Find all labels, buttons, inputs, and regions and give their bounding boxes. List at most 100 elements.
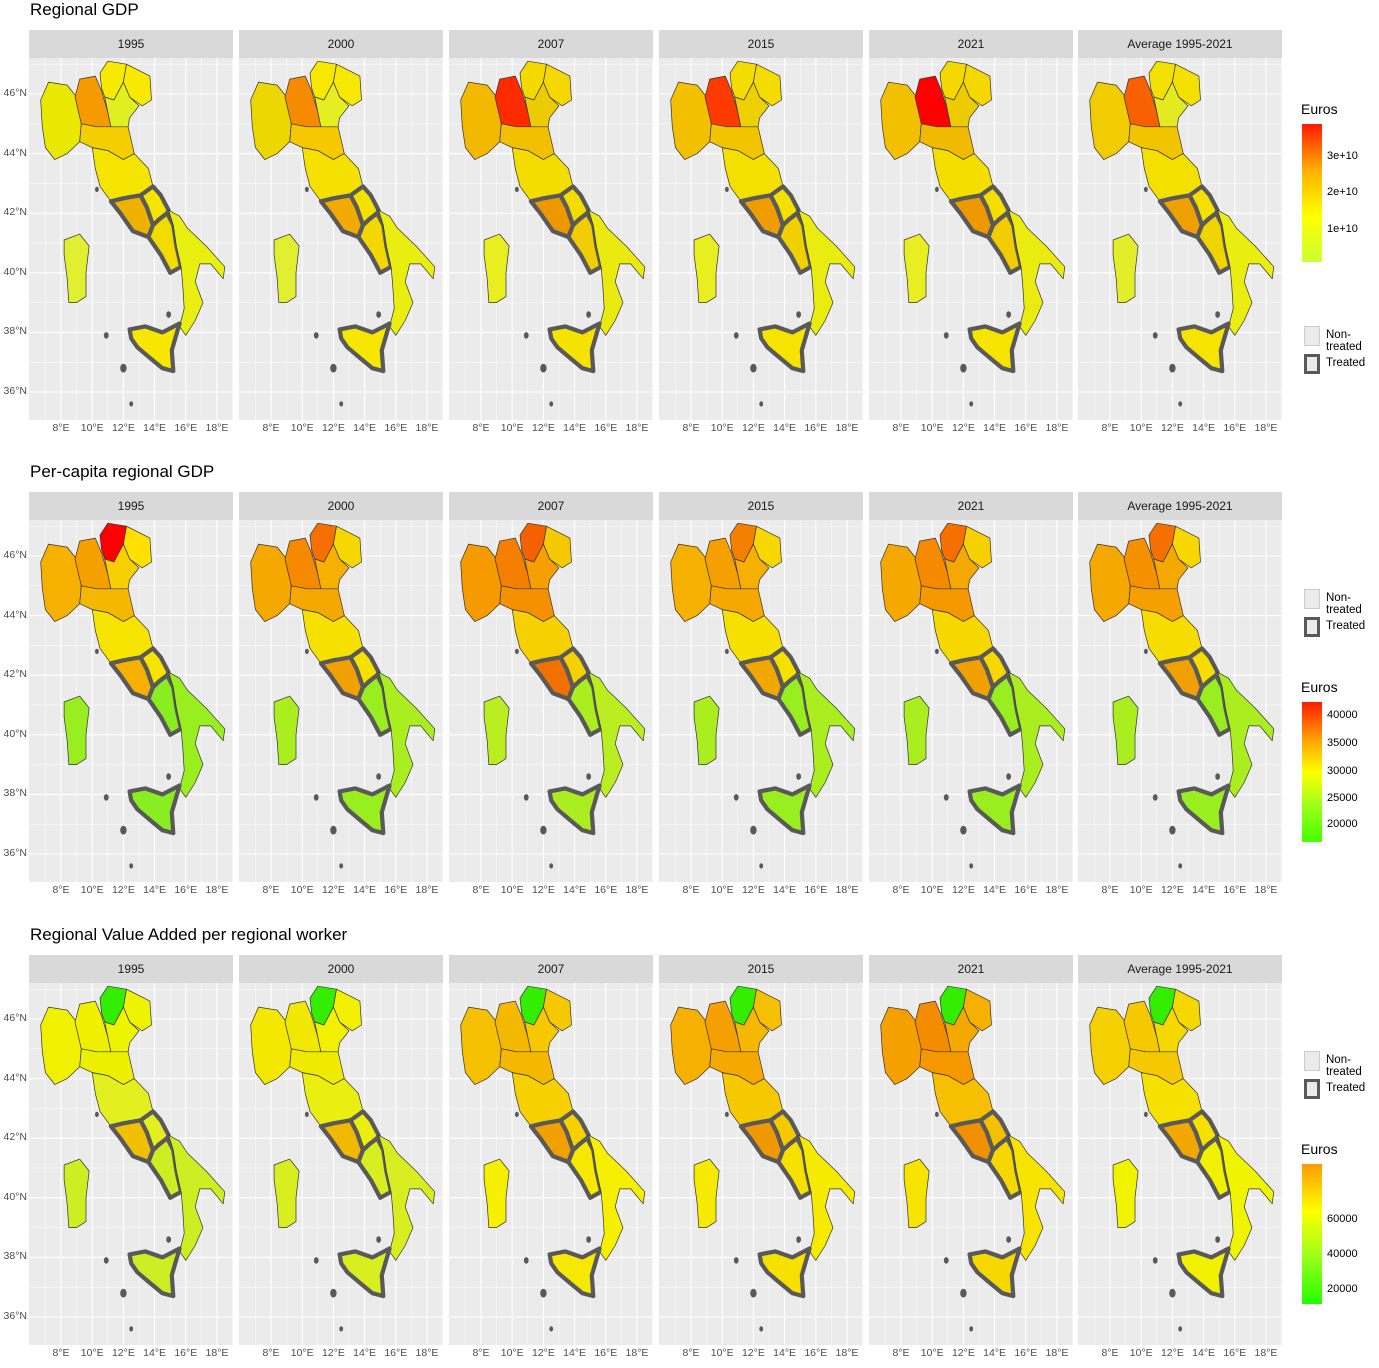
region-south [588, 671, 646, 798]
region-ab [138, 184, 171, 228]
legend-title: Euros [1301, 101, 1338, 117]
small-island [733, 1257, 739, 1264]
x-tick-label: 18°E [415, 1347, 439, 1359]
row-title: Per-capita regional GDP [30, 462, 215, 481]
map-svg [239, 983, 443, 1345]
small-island [1006, 1236, 1012, 1243]
map-svg [29, 520, 233, 882]
facet-strip-label: 2021 [869, 492, 1073, 520]
x-tick-label: 8°E [472, 1347, 490, 1359]
small-island [549, 401, 554, 407]
facet-strip-label: 2000 [239, 955, 443, 983]
region-ab [348, 184, 381, 228]
x-tick-label: 8°E [262, 422, 280, 434]
x-tick-label: 14°E [983, 422, 1007, 434]
x-tick-label: 16°E [384, 884, 408, 896]
map-panel [659, 58, 863, 420]
map-svg [869, 983, 1073, 1345]
small-island [540, 363, 547, 373]
x-tick-label: 12°E [741, 1347, 765, 1359]
region-south [798, 671, 856, 798]
row-title: Regional GDP [30, 0, 139, 19]
facet-strip-label: 1995 [29, 492, 233, 520]
x-tick-label: 12°E [951, 1347, 975, 1359]
x-tick-label: 16°E [1223, 422, 1247, 434]
x-tick-label: 10°E [80, 422, 104, 434]
facet-strip-label: Average 1995-2021 [1078, 492, 1282, 520]
x-tick-label: 14°E [983, 1347, 1007, 1359]
legend-label: 3e+10 [1327, 150, 1358, 163]
x-tick-label: 18°E [415, 422, 439, 434]
region-sar [63, 233, 90, 303]
x-tick-label: 12°E [531, 884, 555, 896]
map-svg [869, 520, 1073, 882]
x-tick-label: 10°E [920, 1347, 944, 1359]
map-panel [239, 983, 443, 1345]
small-island [166, 1236, 172, 1243]
region-sic [1176, 1246, 1231, 1299]
small-island [796, 1236, 802, 1243]
x-tick-label: 10°E [290, 884, 314, 896]
legend-key-non-treated [1304, 1051, 1320, 1071]
legend-title: Euros [1301, 1141, 1338, 1157]
map-panel [449, 58, 653, 420]
x-tick-label: 12°E [111, 884, 135, 896]
x-tick-label: 10°E [80, 1347, 104, 1359]
small-island [376, 1236, 382, 1243]
x-tick-label: 14°E [143, 884, 167, 896]
x-tick-label: 10°E [290, 1347, 314, 1359]
small-island [586, 773, 592, 780]
region-sar [273, 1158, 300, 1228]
small-island [313, 1257, 319, 1264]
region-sar [1112, 1158, 1139, 1228]
region-ab [1187, 1109, 1220, 1153]
region-sic [127, 1246, 182, 1299]
legend-tick [1322, 193, 1326, 194]
region-ven [734, 81, 770, 128]
y-tick-label: 42°N [3, 1131, 27, 1144]
region-sar [903, 695, 930, 765]
small-island [934, 186, 939, 192]
small-island [514, 1111, 519, 1117]
y-tick-label: 42°N [3, 668, 27, 681]
small-island [1215, 773, 1221, 780]
x-tick-label: 14°E [773, 884, 797, 896]
region-ab [138, 646, 171, 690]
region-sic [547, 1246, 602, 1299]
y-tick-label: 46°N [3, 549, 27, 561]
region-ab [1187, 646, 1220, 690]
map-svg [239, 58, 443, 420]
x-tick-label: 16°E [594, 884, 618, 896]
small-island [339, 863, 344, 869]
x-tick-label: 12°E [321, 422, 345, 434]
x-tick-label: 12°E [741, 422, 765, 434]
x-tick-label: 12°E [321, 1347, 345, 1359]
x-tick-label: 8°E [682, 1347, 700, 1359]
x-tick-label: 10°E [500, 1347, 524, 1359]
legend-tick [1322, 744, 1326, 745]
x-tick-label: 12°E [531, 422, 555, 434]
legend-label: 40000 [1327, 1248, 1358, 1260]
map-panel [869, 983, 1073, 1345]
y-tick-label: 38°N [3, 325, 27, 338]
region-sar [693, 1158, 720, 1228]
small-island [934, 648, 939, 654]
small-island [523, 794, 529, 801]
facet-strip-label: 2021 [869, 955, 1073, 983]
y-tick-label: 44°N [3, 1071, 27, 1084]
small-island [1152, 794, 1158, 801]
region-sic [1176, 783, 1231, 836]
region-south [168, 1134, 226, 1261]
small-island [103, 1257, 109, 1264]
map-svg [449, 983, 653, 1345]
map-svg [29, 58, 233, 420]
x-tick-label: 16°E [804, 422, 828, 434]
small-island [339, 401, 344, 407]
facet-strip-label: Average 1995-2021 [1078, 30, 1282, 58]
y-tick-label: 44°N [3, 608, 27, 621]
small-island [376, 773, 382, 780]
legend-key-treated [1304, 617, 1320, 637]
region-sar [63, 695, 90, 765]
region-sar [273, 695, 300, 765]
region-ven [1153, 543, 1189, 590]
